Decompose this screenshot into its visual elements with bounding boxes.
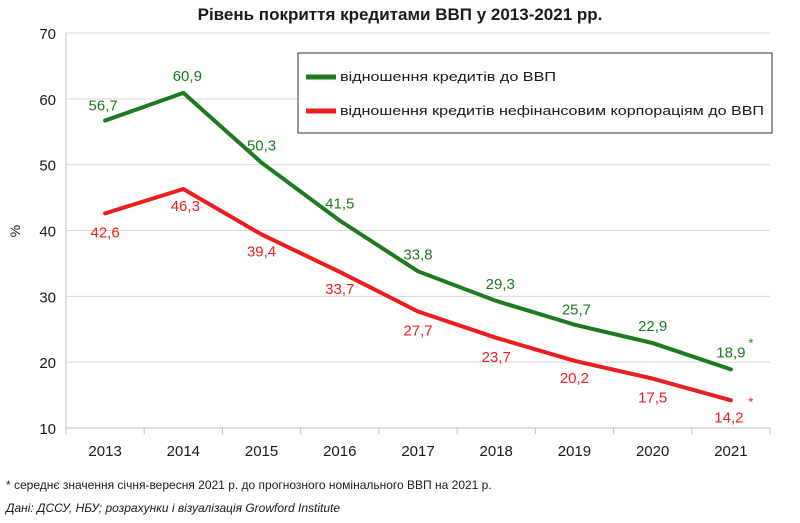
y-tick-label: 70 — [39, 26, 56, 43]
footnote: * середнє значення січня-вересня 2021 р.… — [6, 478, 492, 492]
line-chart: Рівень покриття кредитами ВВП у 2013-202… — [7, 5, 773, 460]
data-label: 23,7 — [482, 349, 511, 366]
legend-label-corporate-credit-gdp: відношення кредитів нефінансовим корпора… — [340, 103, 764, 118]
asterisk-marker: * — [748, 394, 753, 409]
series-line — [103, 187, 733, 403]
data-label: 27,7 — [403, 322, 432, 339]
chart-title: Рівень покриття кредитами ВВП у 2013-202… — [198, 5, 603, 24]
data-label: 50,3 — [247, 138, 276, 155]
data-label: 42,6 — [91, 224, 120, 241]
data-label: 25,7 — [562, 302, 591, 319]
y-tick-label: 50 — [39, 158, 56, 175]
data-label: 46,3 — [171, 198, 200, 215]
y-axis-label: % — [7, 225, 23, 237]
series-line — [103, 90, 733, 372]
y-tick-label: 20 — [39, 355, 56, 372]
axis-layer: 10 20 30 40 50 60 70 2013 2014 2015 2016 2017 2018 20… — [39, 26, 771, 460]
legend: відношення кредитів до ВВП відношення кр… — [297, 52, 773, 134]
asterisk-marker: * — [748, 335, 753, 350]
y-tick-label: 30 — [39, 289, 56, 306]
x-tick-label: 2016 — [323, 443, 356, 460]
legend-label-credit-gdp: відношення кредитів до ВВП — [340, 69, 556, 84]
y-tick-label: 40 — [39, 224, 56, 241]
x-tick-label: 2015 — [245, 443, 278, 460]
x-tick-label: 2019 — [558, 443, 591, 460]
data-label: 56,7 — [89, 98, 118, 115]
x-tick-label: 2014 — [167, 443, 200, 460]
data-label: 17,5 — [638, 390, 667, 407]
label-layer: 56,760,950,341,533,829,325,722,918,9*42,… — [89, 68, 754, 426]
x-tick-label: 2018 — [480, 443, 513, 460]
data-label: 33,7 — [325, 281, 354, 298]
x-tick-label: 2021 — [714, 443, 747, 460]
data-label: 14,2 — [714, 409, 743, 426]
source-note: Дані: ДССУ, НБУ; розрахунки і візуалізац… — [6, 501, 341, 515]
data-label: 22,9 — [638, 318, 667, 335]
y-tick-label: 60 — [39, 92, 56, 109]
data-label: 39,4 — [247, 243, 276, 260]
y-tick-label: 10 — [39, 421, 56, 438]
x-tick-label: 2017 — [401, 443, 434, 460]
x-tick-label: 2013 — [88, 443, 121, 460]
series-layer — [103, 90, 733, 403]
data-label: 29,3 — [486, 276, 515, 293]
x-tick-label: 2020 — [636, 443, 669, 460]
legend-box — [297, 52, 773, 134]
data-label: 33,8 — [403, 246, 432, 263]
data-label: 41,5 — [325, 196, 354, 213]
data-label: 60,9 — [173, 68, 202, 85]
data-label: 18,9 — [716, 344, 745, 361]
data-label: 20,2 — [560, 370, 589, 387]
